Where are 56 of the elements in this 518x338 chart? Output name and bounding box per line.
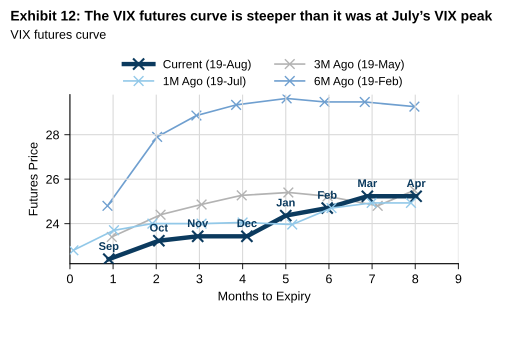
point [405, 197, 417, 208]
y-tick-label: 24 [46, 219, 60, 228]
y-tick-label: 28 [46, 130, 59, 140]
point [152, 131, 163, 142]
point [410, 190, 423, 203]
data-label: Dec [237, 219, 257, 228]
x-tick-label: 0 [66, 274, 73, 284]
point [190, 110, 202, 122]
y-axis-title: Futures Price [28, 142, 38, 216]
point [408, 101, 420, 112]
point [282, 186, 294, 198]
point [281, 94, 292, 104]
legend-label: 6M Ago (19-Feb) [314, 76, 402, 88]
point [102, 200, 114, 212]
point [359, 96, 370, 108]
point [106, 231, 118, 243]
x-tick-label: 3 [196, 274, 202, 284]
legend-label: 3M Ago (19-May) [314, 60, 404, 71]
legend-label: 1M Ago (19-Jul) [164, 76, 246, 88]
x-tick-label: 8 [412, 274, 418, 284]
point [102, 252, 116, 264]
point [108, 224, 120, 236]
y-tick-label: 26 [46, 174, 59, 184]
data-label: Mar [358, 179, 378, 188]
data-label: Apr [406, 179, 426, 190]
point [236, 190, 248, 201]
data-label: Oct [150, 224, 168, 232]
point [240, 230, 254, 243]
point [320, 201, 334, 215]
data-label: Nov [188, 219, 208, 228]
x-axis-title: Months to Expiry [218, 291, 311, 303]
point [152, 234, 166, 248]
data-label: Jan [276, 198, 295, 206]
x-tick-label: 6 [326, 274, 332, 284]
point [279, 209, 292, 222]
point [196, 198, 208, 210]
point [230, 99, 242, 110]
x-tick-label: 5 [282, 274, 289, 284]
point [319, 96, 330, 108]
chart-subtitle: VIX futures curve [10, 30, 106, 39]
x-tick-label: 1 [110, 274, 116, 284]
point [191, 230, 204, 243]
point [155, 209, 166, 220]
chart-title: Exhibit 12: The VIX futures curve is steeper than it was at July’s VIX peak [11, 10, 492, 24]
data-label: Feb [318, 190, 337, 199]
point [360, 190, 374, 203]
point [326, 202, 338, 214]
x-tick-label: 4 [239, 274, 246, 284]
x-tick-label: 9 [456, 274, 462, 284]
point [286, 218, 298, 230]
x-tick-label: 2 [153, 274, 160, 284]
legend-label: Current (19-Aug) [163, 60, 251, 71]
point [372, 200, 384, 212]
x-tick-label: 7 [369, 274, 375, 284]
data-label: Sep [98, 242, 119, 252]
point [366, 197, 378, 208]
